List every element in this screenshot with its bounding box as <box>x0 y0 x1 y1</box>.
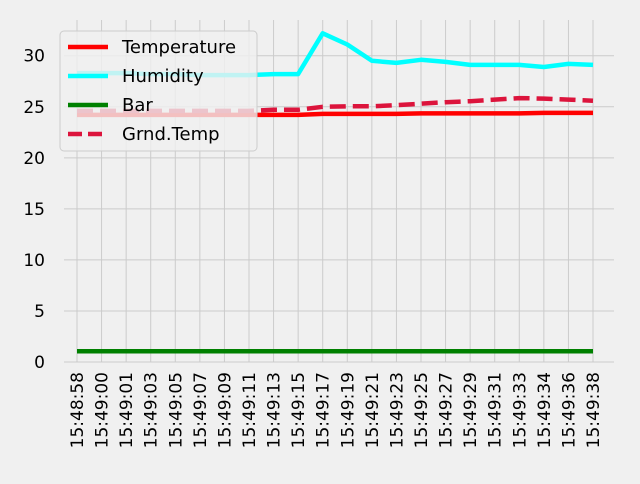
y-tick-label: 20 <box>23 149 45 169</box>
x-tick-label: 15:49:25 <box>412 372 432 448</box>
x-tick-label: 15:49:03 <box>142 372 162 448</box>
y-tick-label: 0 <box>34 353 45 373</box>
legend-label: Grnd.Temp <box>122 124 220 145</box>
y-tick-label: 25 <box>23 98 45 118</box>
legend-box <box>59 30 258 152</box>
x-tick-label: 15:49:23 <box>387 372 407 448</box>
y-tick-label: 5 <box>34 302 45 322</box>
x-tick-label: 15:49:29 <box>461 372 481 448</box>
x-tick-label: 15:49:31 <box>486 372 506 448</box>
y-tick-label: 30 <box>23 47 45 67</box>
x-tick-label: 15:49:38 <box>584 372 604 448</box>
x-tick-label: 15:49:21 <box>363 372 383 448</box>
legend-label: Bar <box>122 95 153 116</box>
y-tick-label: 10 <box>23 251 45 271</box>
x-tick-label: 15:49:00 <box>93 372 113 448</box>
x-tick-label: 15:49:13 <box>265 372 285 448</box>
x-tick-label: 15:49:17 <box>314 372 334 448</box>
x-tick-label: 15:49:19 <box>338 372 358 448</box>
x-tick-label: 15:49:33 <box>510 372 530 448</box>
x-tick-label: 15:49:11 <box>240 372 260 448</box>
legend-label: Humidity <box>122 66 204 87</box>
y-tick-label: 15 <box>23 200 45 220</box>
x-tick-label: 15:49:36 <box>559 372 579 448</box>
series-line-grnd-temp <box>77 95 594 114</box>
x-tick-label: 15:49:05 <box>166 372 186 448</box>
legend-label: Temperature <box>121 37 236 58</box>
x-tick-label: 15:49:34 <box>535 372 555 448</box>
x-tick-label: 15:49:15 <box>289 372 309 448</box>
x-tick-label: 15:49:01 <box>117 372 137 448</box>
x-tick-label: 15:49:09 <box>215 372 235 448</box>
x-tick-label: 15:49:27 <box>437 372 457 448</box>
x-tick-label: 15:49:07 <box>191 372 211 448</box>
x-tick-label: 15:48:58 <box>68 372 88 448</box>
